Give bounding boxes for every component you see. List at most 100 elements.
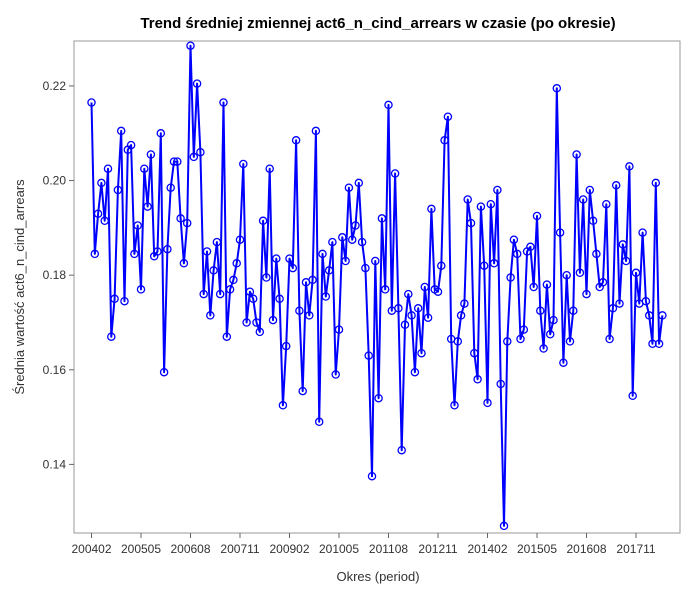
data-point <box>466 218 476 228</box>
data-point <box>371 256 380 266</box>
data-point <box>222 332 232 341</box>
data-point <box>420 282 430 292</box>
data-point <box>440 136 449 145</box>
x-tick-label: 201711 <box>616 542 655 556</box>
data-point <box>314 417 324 427</box>
data-point <box>354 178 364 188</box>
data-point <box>532 211 542 221</box>
data-point <box>638 228 647 237</box>
x-tick-label: 201005 <box>319 542 359 556</box>
data-point <box>549 315 558 325</box>
data-point <box>470 348 479 358</box>
y-axis-label: Średnia wartość act6_n_cind_arrears <box>12 179 27 395</box>
data-point <box>268 315 278 325</box>
data-point <box>400 320 410 330</box>
data-point <box>262 273 271 282</box>
data-point <box>437 261 446 270</box>
data-point <box>463 195 472 204</box>
y-tick-label: 0.18 <box>43 268 67 282</box>
data-point <box>334 325 344 334</box>
data-point <box>476 202 486 211</box>
data-point <box>499 521 509 531</box>
data-point <box>219 98 228 107</box>
data-point <box>97 178 106 188</box>
data-point <box>242 318 251 327</box>
data-point <box>120 296 129 306</box>
data-point <box>235 235 245 244</box>
data-point <box>529 282 538 292</box>
data-point <box>536 306 545 315</box>
data-point <box>202 247 212 256</box>
data-point <box>506 273 515 282</box>
data-point <box>136 285 146 294</box>
data-point <box>384 100 393 110</box>
data-point <box>456 311 466 320</box>
data-point <box>473 375 482 384</box>
data-point <box>272 254 281 263</box>
data-point <box>298 386 307 396</box>
data-point <box>212 237 222 247</box>
data-point <box>173 157 182 166</box>
data-point <box>361 263 370 273</box>
data-point <box>433 287 443 296</box>
data-point <box>93 209 103 218</box>
data-point <box>229 275 238 285</box>
data-point <box>578 195 588 204</box>
data-point <box>486 199 496 209</box>
series-markers <box>87 41 667 531</box>
data-point <box>90 249 100 259</box>
y-tick-label: 0.22 <box>43 79 67 93</box>
data-point <box>489 259 499 268</box>
data-point <box>196 147 205 157</box>
data-point <box>288 263 298 273</box>
data-point <box>258 216 268 226</box>
data-point <box>367 471 377 481</box>
data-point <box>291 136 301 145</box>
data-point <box>460 299 469 308</box>
data-point <box>176 214 185 223</box>
data-point <box>159 367 169 377</box>
data-point <box>575 268 585 278</box>
data-point <box>169 157 179 166</box>
data-point <box>344 183 354 192</box>
data-point <box>380 285 390 294</box>
data-point <box>631 268 641 278</box>
data-point <box>552 84 562 93</box>
y-tick-label: 0.20 <box>43 174 67 188</box>
data-point <box>588 216 598 226</box>
data-point <box>225 285 235 294</box>
data-point <box>374 393 383 403</box>
data-point <box>582 289 591 299</box>
data-point <box>239 159 248 169</box>
data-point <box>654 339 664 349</box>
plot-area-frame <box>73 40 681 534</box>
data-point <box>364 351 373 360</box>
data-point <box>618 240 628 249</box>
data-point <box>331 370 340 379</box>
data-point <box>592 249 601 259</box>
data-point <box>569 306 578 315</box>
data-point <box>397 445 406 455</box>
data-point <box>311 126 321 136</box>
data-point <box>644 311 654 320</box>
data-point <box>651 178 661 188</box>
data-point <box>519 325 529 334</box>
data-point <box>328 237 337 247</box>
data-point <box>572 150 581 159</box>
data-point <box>87 98 96 107</box>
data-point <box>615 299 624 308</box>
data-point <box>526 242 535 252</box>
data-point <box>186 41 195 50</box>
data-point <box>450 401 459 410</box>
data-point <box>503 337 512 346</box>
data-point <box>275 294 284 304</box>
x-tick-label: 201608 <box>566 542 606 556</box>
x-tick-label: 201505 <box>517 542 557 556</box>
data-point <box>153 247 162 256</box>
data-point <box>509 235 519 244</box>
data-point <box>341 256 350 266</box>
data-point <box>146 150 156 159</box>
data-point <box>423 313 433 322</box>
data-point <box>377 214 387 223</box>
data-point <box>248 294 258 304</box>
